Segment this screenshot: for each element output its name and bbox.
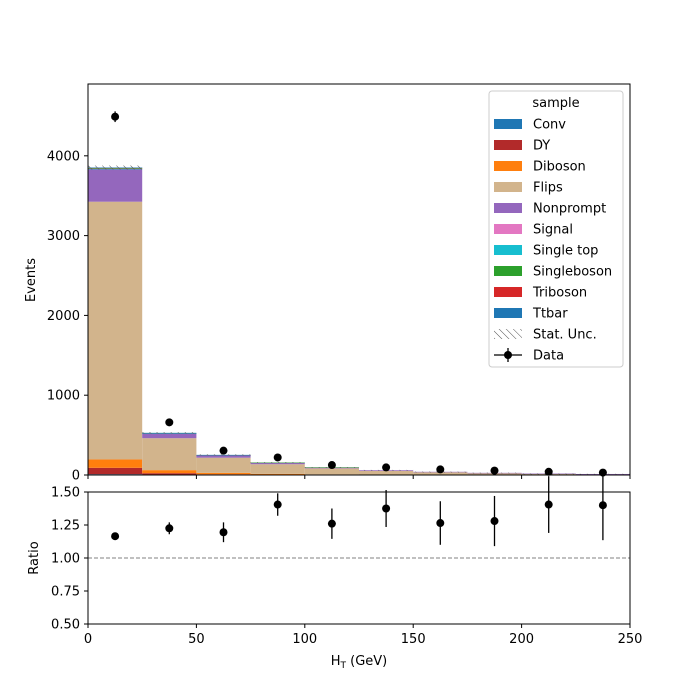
main-plot-frame bbox=[87, 83, 631, 476]
legend-swatch bbox=[494, 140, 522, 150]
bar-flips bbox=[142, 438, 197, 471]
x-tick-label: 0 bbox=[84, 632, 92, 647]
bar-flips bbox=[250, 464, 305, 474]
legend-swatch bbox=[494, 308, 522, 318]
legend-label: Triboson bbox=[532, 286, 587, 301]
ratio-point bbox=[111, 532, 120, 541]
legend-swatch bbox=[494, 266, 522, 276]
bar-diboson bbox=[196, 472, 251, 475]
data-point bbox=[327, 461, 336, 470]
ratio-y-tick-label: 1.50 bbox=[51, 486, 80, 501]
bar-dy bbox=[88, 467, 143, 475]
legend-label: Conv bbox=[533, 118, 566, 133]
main-y-axis-ticks: 0 1000 2000 3000 4000 bbox=[47, 149, 88, 484]
data-point bbox=[490, 466, 499, 475]
legend: sample Conv DY Diboson Flips Nonprompt Signal… bbox=[488, 90, 624, 368]
main-y-tick-label: 4000 bbox=[47, 149, 80, 164]
legend-label: Signal bbox=[533, 223, 573, 238]
ratio-point bbox=[165, 524, 174, 533]
bar-dy bbox=[142, 473, 197, 475]
legend-label: Nonprompt bbox=[533, 202, 606, 217]
legend-swatch bbox=[494, 161, 522, 171]
bar-nonprompt bbox=[250, 462, 305, 465]
data-point bbox=[436, 465, 445, 474]
bar-flips bbox=[413, 472, 468, 475]
legend-swatch bbox=[494, 119, 522, 129]
ratio-x-axis-ticks: 0 50 100 150 200 250 bbox=[84, 624, 643, 647]
main-y-tick-label: 0 bbox=[72, 469, 80, 484]
legend-swatch bbox=[494, 224, 522, 234]
data-point bbox=[273, 453, 282, 462]
main-y-tick-label: 1000 bbox=[47, 389, 80, 404]
ratio-point bbox=[598, 501, 607, 510]
legend-data-marker bbox=[504, 351, 512, 359]
stat-unc-band bbox=[196, 454, 251, 456]
x-tick-label: 250 bbox=[618, 632, 643, 647]
stat-unc-band bbox=[250, 462, 305, 464]
data-point bbox=[165, 418, 174, 427]
main-y-axis-label: Events bbox=[24, 258, 39, 302]
legend-hatch-swatch bbox=[494, 329, 522, 339]
bar-diboson bbox=[88, 459, 143, 468]
ratio-points bbox=[111, 470, 607, 547]
stat-unc-band bbox=[88, 165, 143, 170]
x-tick-label: 200 bbox=[509, 632, 534, 647]
legend-label: Diboson bbox=[533, 160, 586, 175]
ratio-point bbox=[544, 500, 553, 509]
ratio-y-tick-label: 0.75 bbox=[51, 585, 80, 600]
bar-nonprompt bbox=[196, 455, 251, 458]
ratio-point bbox=[436, 519, 445, 528]
main-plot-panel: 0 1000 2000 3000 4000 Events bbox=[24, 83, 631, 484]
data-points bbox=[111, 111, 607, 477]
ratio-y-axis-ticks: 0.50 0.75 1.00 1.25 1.50 bbox=[51, 486, 88, 633]
data-point bbox=[219, 446, 228, 455]
ratio-y-axis-label: Ratio bbox=[27, 541, 42, 574]
legend-title: sample bbox=[532, 96, 579, 111]
legend-swatch bbox=[494, 287, 522, 297]
bar-flips bbox=[304, 468, 359, 475]
ratio-point bbox=[327, 519, 336, 528]
bar-flips bbox=[359, 470, 414, 475]
legend-swatch bbox=[494, 245, 522, 255]
legend-label: Data bbox=[533, 349, 564, 364]
ratio-point bbox=[382, 504, 391, 513]
ratio-y-tick-label: 1.00 bbox=[51, 552, 80, 567]
legend-label: Single top bbox=[533, 244, 598, 259]
data-point bbox=[111, 112, 120, 121]
bar-flips bbox=[196, 457, 251, 473]
ratio-plot-panel: 0.50 0.75 1.00 1.25 1.50 0 50 100 150 200 250 Rat… bbox=[27, 470, 642, 671]
stat-unc-band bbox=[142, 432, 197, 434]
main-y-tick-label: 3000 bbox=[47, 229, 80, 244]
legend-label: DY bbox=[533, 139, 550, 154]
ratio-y-tick-label: 0.50 bbox=[51, 618, 80, 633]
legend-label: Singleboson bbox=[533, 265, 612, 280]
bar-nonprompt bbox=[88, 168, 143, 202]
legend-swatch bbox=[494, 203, 522, 213]
data-point bbox=[544, 467, 553, 476]
legend-label: Ttbar bbox=[532, 307, 568, 322]
data-point bbox=[382, 463, 391, 472]
ratio-y-tick-label: 1.25 bbox=[51, 519, 80, 534]
ratio-point bbox=[273, 500, 282, 509]
main-y-tick-label: 2000 bbox=[47, 309, 80, 324]
bar-nonprompt bbox=[142, 433, 197, 439]
x-tick-label: 100 bbox=[292, 632, 317, 647]
legend-label: Flips bbox=[533, 181, 563, 196]
legend-label: Stat. Unc. bbox=[533, 328, 597, 343]
legend-swatch bbox=[494, 182, 522, 192]
legend-box bbox=[488, 90, 624, 368]
ratio-point bbox=[219, 528, 228, 537]
bar-diboson bbox=[250, 473, 305, 475]
x-tick-label: 150 bbox=[401, 632, 426, 647]
bar-diboson bbox=[142, 470, 197, 474]
x-axis-label: HT (GeV) bbox=[331, 654, 388, 671]
main-x-axis-ticks bbox=[87, 475, 631, 479]
ratio-point bbox=[490, 517, 499, 526]
x-tick-label: 50 bbox=[188, 632, 205, 647]
bar-flips bbox=[88, 201, 143, 460]
